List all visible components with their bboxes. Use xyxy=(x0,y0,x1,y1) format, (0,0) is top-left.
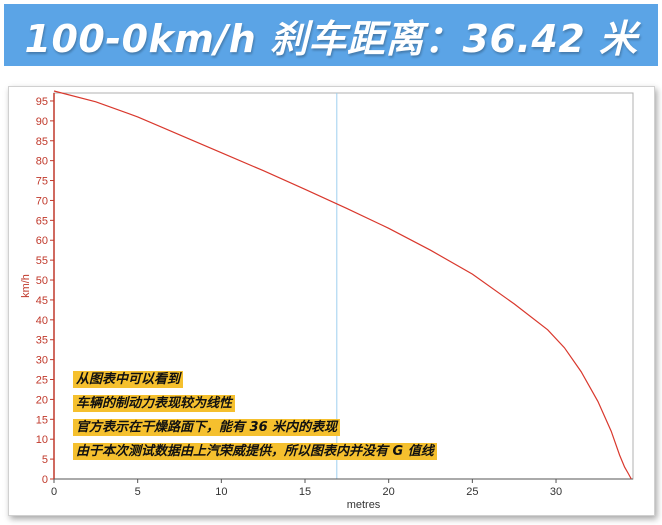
y-tick-label: 70 xyxy=(36,195,48,207)
note-line-1: 从图表中可以看到 xyxy=(73,371,184,388)
braking-chart: 0 5 10 15 20 25 30 35 40 45 50 55 60 65 70 75 80 85 90 95 0 5… xyxy=(20,90,634,511)
y-tick-label: 45 xyxy=(36,295,48,307)
title-banner: 100-0km/h 刹车距离：36.42 米 xyxy=(4,4,658,66)
y-tick-label: 5 xyxy=(42,454,48,466)
note-line-3: 官方表示在干燥路面下，能有 36 米内的表现 xyxy=(73,419,341,436)
y-tick-label: 40 xyxy=(36,315,48,327)
y-tick-label: 20 xyxy=(36,394,48,406)
y-tick-label: 50 xyxy=(36,275,48,287)
y-axis-title: km/h xyxy=(20,274,32,298)
y-tick-label: 10 xyxy=(36,434,48,446)
y-tick-label: 25 xyxy=(36,375,48,387)
y-tick-label: 0 xyxy=(42,474,48,486)
y-tick-label: 85 xyxy=(36,136,48,148)
x-tick-label: 30 xyxy=(550,486,562,498)
speed-series-line xyxy=(53,90,632,480)
x-tick-label: 0 xyxy=(51,486,57,498)
y-tick-label: 35 xyxy=(36,335,48,347)
y-tick-label: 15 xyxy=(36,414,48,426)
chart-panel: 0 5 10 15 20 25 30 35 40 45 50 55 60 65 70 75 80 85 90 95 0 5… xyxy=(8,86,655,516)
x-tick-label: 20 xyxy=(383,486,395,498)
x-tick-label: 25 xyxy=(466,486,478,498)
y-tick-label: 90 xyxy=(36,116,48,128)
y-tick-label: 30 xyxy=(36,355,48,367)
y-tick-label: 95 xyxy=(36,96,48,108)
x-axis-title: metres xyxy=(347,499,381,511)
y-tick-label: 60 xyxy=(36,235,48,247)
note-line-4: 由于本次测试数据由上汽荣威提供，所以图表内并没有 G 值线 xyxy=(73,443,437,460)
y-tick-label: 55 xyxy=(36,255,48,267)
banner-title: 100-0km/h 刹车距离：36.42 米 xyxy=(24,16,638,61)
y-tick-label: 80 xyxy=(36,156,48,168)
x-tick-label: 10 xyxy=(215,486,227,498)
x-tick-label: 15 xyxy=(299,486,311,498)
note-line-2: 车辆的制动力表现较为线性 xyxy=(73,395,236,412)
y-tick-label: 75 xyxy=(36,176,48,188)
x-tick-label: 5 xyxy=(135,486,141,498)
y-tick-label: 65 xyxy=(36,215,48,227)
